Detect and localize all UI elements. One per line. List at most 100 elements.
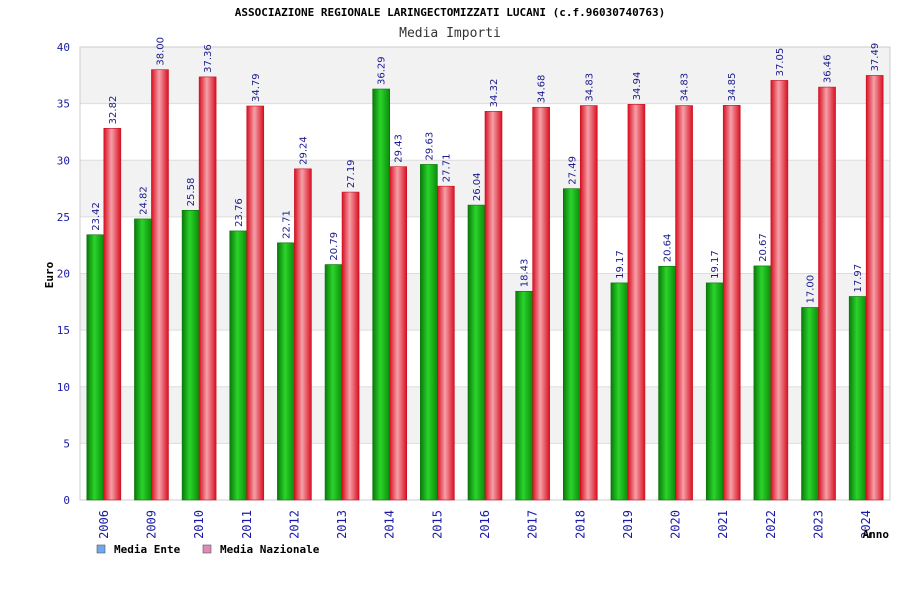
legend-label: Media Ente	[114, 543, 181, 556]
y-tick-label: 15	[57, 324, 70, 337]
value-label: 37.36	[203, 44, 214, 73]
bar-media-nazionale	[579, 105, 598, 501]
legend: Media Ente Media Nazionale	[96, 543, 320, 556]
y-axis-label: Euro	[43, 261, 56, 288]
y-tick-label: 5	[63, 437, 70, 450]
value-label: 19.17	[615, 250, 626, 279]
x-tick-label: 2018	[573, 510, 587, 539]
bar-media-ente	[134, 218, 152, 501]
bar-media-nazionale	[246, 105, 265, 501]
x-tick-label: 2016	[478, 510, 492, 539]
value-label: 20.67	[758, 233, 769, 262]
bar-media-ente	[658, 265, 676, 501]
value-label: 34.68	[537, 75, 548, 104]
bar-media-ente	[801, 307, 819, 501]
bar-media-ente	[848, 296, 867, 501]
value-label: 29.24	[298, 136, 309, 165]
bar-media-nazionale	[484, 111, 503, 501]
value-label: 29.63	[424, 132, 435, 161]
y-tick-label: 30	[57, 154, 70, 167]
value-label: 27.49	[567, 156, 578, 185]
legend-swatch	[202, 544, 212, 554]
value-label: 32.82	[108, 96, 119, 125]
bar-media-ente	[515, 290, 533, 501]
bar-media-ente	[277, 242, 295, 501]
value-label: 34.79	[251, 73, 262, 102]
value-label: 34.94	[632, 72, 643, 101]
value-label: 20.79	[329, 232, 340, 261]
value-label: 25.58	[186, 178, 197, 207]
bar-media-ente	[372, 88, 391, 501]
bar-media-ente	[420, 164, 438, 501]
value-label: 26.04	[472, 172, 483, 201]
bar-media-nazionale	[151, 69, 169, 501]
y-tick-label: 25	[57, 211, 70, 224]
x-tick-label: 2024	[859, 510, 873, 539]
bar-media-ente	[705, 282, 724, 501]
value-label: 34.32	[489, 79, 500, 108]
bar-media-ente	[86, 234, 105, 501]
bar-media-nazionale	[437, 185, 455, 501]
y-tick-label: 40	[57, 41, 70, 54]
bar-media-nazionale	[722, 105, 741, 501]
x-tick-label: 2011	[240, 510, 254, 539]
x-axis-ticks: 2006 2009 2010 2011 2012 2013 2014 2015 2016 2017…	[97, 510, 873, 539]
legend-label: Media Nazionale	[220, 543, 320, 556]
x-tick-label: 2014	[383, 510, 397, 539]
x-tick-label: 2021	[716, 510, 730, 539]
value-label: 37.49	[870, 43, 881, 72]
y-axis-ticks: 0 5 10 15 20 25 30 35 40	[57, 41, 70, 507]
bar-media-ente	[324, 264, 343, 501]
y-tick-label: 10	[57, 381, 70, 394]
x-tick-label: 2023	[812, 510, 826, 539]
bar-media-nazionale	[627, 104, 646, 501]
x-tick-label: 2012	[287, 510, 301, 539]
x-tick-label: 2009	[144, 510, 158, 539]
value-label: 24.82	[138, 186, 149, 215]
bar-media-nazionale	[389, 166, 408, 501]
bar-media-nazionale	[341, 191, 360, 501]
value-label: 34.83	[680, 73, 691, 102]
value-label: 23.76	[234, 198, 245, 227]
value-label: 34.83	[584, 73, 595, 102]
value-labels: 23.42 32.82 24.82 38.00 25.58 37.36 23.76 34.79…	[91, 37, 881, 303]
bars	[86, 69, 884, 501]
x-tick-label: 2015	[430, 510, 444, 539]
value-label: 23.42	[91, 202, 102, 231]
bar-media-ente	[610, 282, 629, 501]
value-label: 38.00	[155, 37, 166, 66]
bar-media-ente	[562, 188, 581, 501]
bar-media-nazionale	[865, 75, 884, 501]
x-tick-label: 2013	[335, 510, 349, 539]
value-label: 22.71	[281, 210, 292, 239]
value-label: 18.43	[520, 259, 531, 288]
bar-media-nazionale	[103, 128, 122, 501]
bar-media-nazionale	[770, 80, 789, 501]
value-label: 29.43	[394, 134, 405, 163]
y-tick-label: 35	[57, 98, 70, 111]
x-axis-label: Anno	[863, 528, 890, 541]
value-label: 34.85	[727, 73, 738, 102]
value-label: 36.29	[377, 56, 388, 85]
x-tick-label: 2006	[97, 510, 111, 539]
bar-media-ente	[229, 230, 248, 501]
y-tick-label: 20	[57, 268, 70, 281]
value-label: 17.97	[853, 264, 864, 293]
chart-title: ASSOCIAZIONE REGIONALE LARINGECTOMIZZATI…	[235, 6, 665, 19]
value-label: 17.00	[806, 275, 817, 304]
x-tick-label: 2017	[526, 510, 540, 539]
value-label: 20.64	[663, 234, 674, 263]
x-tick-label: 2022	[764, 510, 778, 539]
bar-media-nazionale	[818, 86, 836, 501]
chart-subtitle: Media Importi	[399, 26, 501, 41]
bar-media-nazionale	[532, 106, 550, 501]
bar-media-ente	[467, 204, 486, 501]
bar-media-nazionale	[294, 168, 312, 501]
legend-swatch	[96, 544, 106, 554]
bar-media-ente	[753, 265, 772, 501]
bar-media-nazionale	[198, 76, 217, 501]
value-label: 36.46	[823, 54, 834, 83]
value-label: 37.05	[775, 48, 786, 77]
value-label: 19.17	[710, 250, 721, 279]
